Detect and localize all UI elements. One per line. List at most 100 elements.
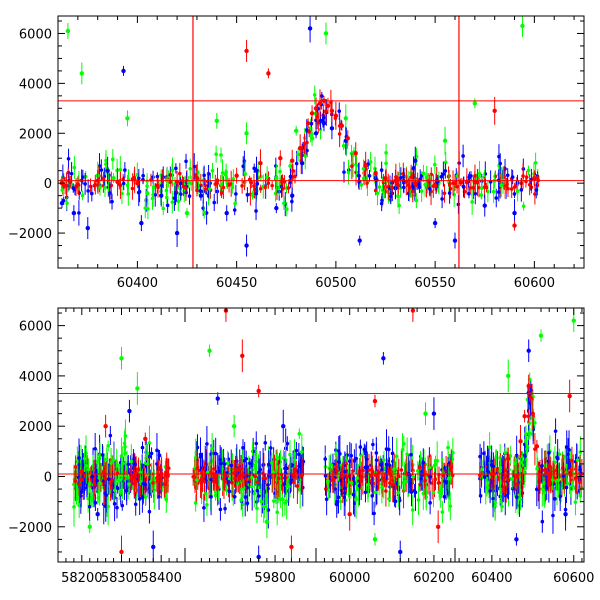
noise-point [421, 460, 426, 465]
noise-point [444, 480, 448, 485]
series-0-point [309, 136, 315, 141]
noise-point [564, 445, 569, 449]
noise-point [300, 450, 304, 454]
y-tick-label: 6000 [19, 320, 52, 335]
noise-point [543, 467, 548, 472]
noise-point [210, 168, 215, 173]
noise-point [227, 183, 231, 187]
noise-point [437, 472, 441, 477]
noise-point [219, 191, 224, 195]
series-2-point [339, 123, 345, 128]
noise-point [428, 187, 432, 191]
noise-point [386, 447, 391, 452]
noise-point [123, 451, 127, 456]
noise-point [373, 166, 377, 171]
noise-point [255, 480, 260, 485]
noise-point [350, 164, 354, 169]
noise-point [368, 160, 373, 164]
noise-point [195, 467, 199, 471]
noise-point [409, 452, 413, 457]
series-2-point [119, 549, 124, 555]
noise-point [223, 474, 227, 479]
noise-point [149, 451, 154, 456]
noise-point [431, 490, 436, 495]
series-1-point [139, 220, 144, 226]
noise-point [570, 459, 574, 463]
noise-point [518, 497, 523, 502]
noise-point [387, 463, 392, 467]
noise-point [248, 461, 252, 466]
noise-point [410, 508, 415, 512]
noise-point [402, 474, 407, 479]
noise-point [373, 188, 378, 193]
noise-point [115, 505, 119, 510]
noise-point [499, 183, 504, 188]
series-2-point [317, 101, 323, 106]
noise-point [367, 174, 372, 178]
series-2-point [432, 183, 438, 188]
noise-point [107, 477, 111, 481]
noise-point [210, 446, 214, 451]
bottom-plot-frame [57, 307, 585, 563]
noise-point [268, 446, 273, 450]
noise-point [479, 186, 484, 190]
noise-point [396, 474, 401, 479]
noise-point [113, 488, 117, 493]
noise-point [213, 490, 218, 494]
noise-point [334, 452, 338, 456]
noise-point [263, 185, 268, 190]
noise-point [405, 452, 409, 457]
series-2-point [410, 308, 416, 313]
noise-point [153, 193, 158, 197]
noise-point [468, 186, 473, 190]
noise-point [341, 143, 346, 148]
noise-point [355, 476, 359, 481]
noise-point [80, 193, 85, 198]
top-plot-frame [57, 15, 585, 269]
noise-point [498, 161, 503, 166]
y-tick-label: 2000 [19, 127, 52, 142]
noise-point [555, 456, 560, 461]
series-0-point [274, 175, 279, 181]
noise-point [340, 474, 345, 479]
series-2-point [452, 180, 458, 186]
noise-point [491, 189, 496, 194]
series-1-point [127, 408, 132, 414]
series-2-point [522, 413, 527, 419]
noise-point [461, 184, 466, 189]
noise-point [229, 463, 234, 468]
noise-point [253, 466, 257, 470]
noise-point [226, 457, 231, 461]
noise-point [423, 478, 427, 483]
noise-point [494, 196, 499, 200]
noise-point [550, 478, 555, 482]
noise-point [174, 190, 179, 195]
noise-point [202, 506, 206, 510]
noise-point [198, 454, 203, 459]
noise-point [510, 486, 515, 491]
noise-point [288, 164, 292, 168]
series-0-point [244, 131, 249, 136]
noise-point [359, 476, 363, 481]
noise-point [437, 490, 442, 495]
series-2-point [526, 383, 531, 389]
noise-point [544, 486, 549, 490]
noise-point [323, 473, 328, 478]
noise-point [129, 459, 134, 464]
noise-point [283, 471, 288, 476]
y-tick-label: 4000 [19, 370, 52, 385]
noise-point [505, 173, 510, 178]
noise-point [442, 191, 447, 196]
noise-point [162, 482, 167, 486]
noise-point [396, 490, 401, 495]
noise-point [202, 173, 206, 178]
series-2-point [240, 353, 245, 358]
noise-point [170, 200, 175, 204]
series-2-point [347, 512, 352, 517]
noise-point [233, 476, 237, 480]
series-2-point [244, 48, 249, 54]
noise-point [512, 185, 517, 189]
noise-point [439, 174, 444, 179]
series-0-point [111, 175, 116, 181]
noise-point [337, 109, 342, 113]
